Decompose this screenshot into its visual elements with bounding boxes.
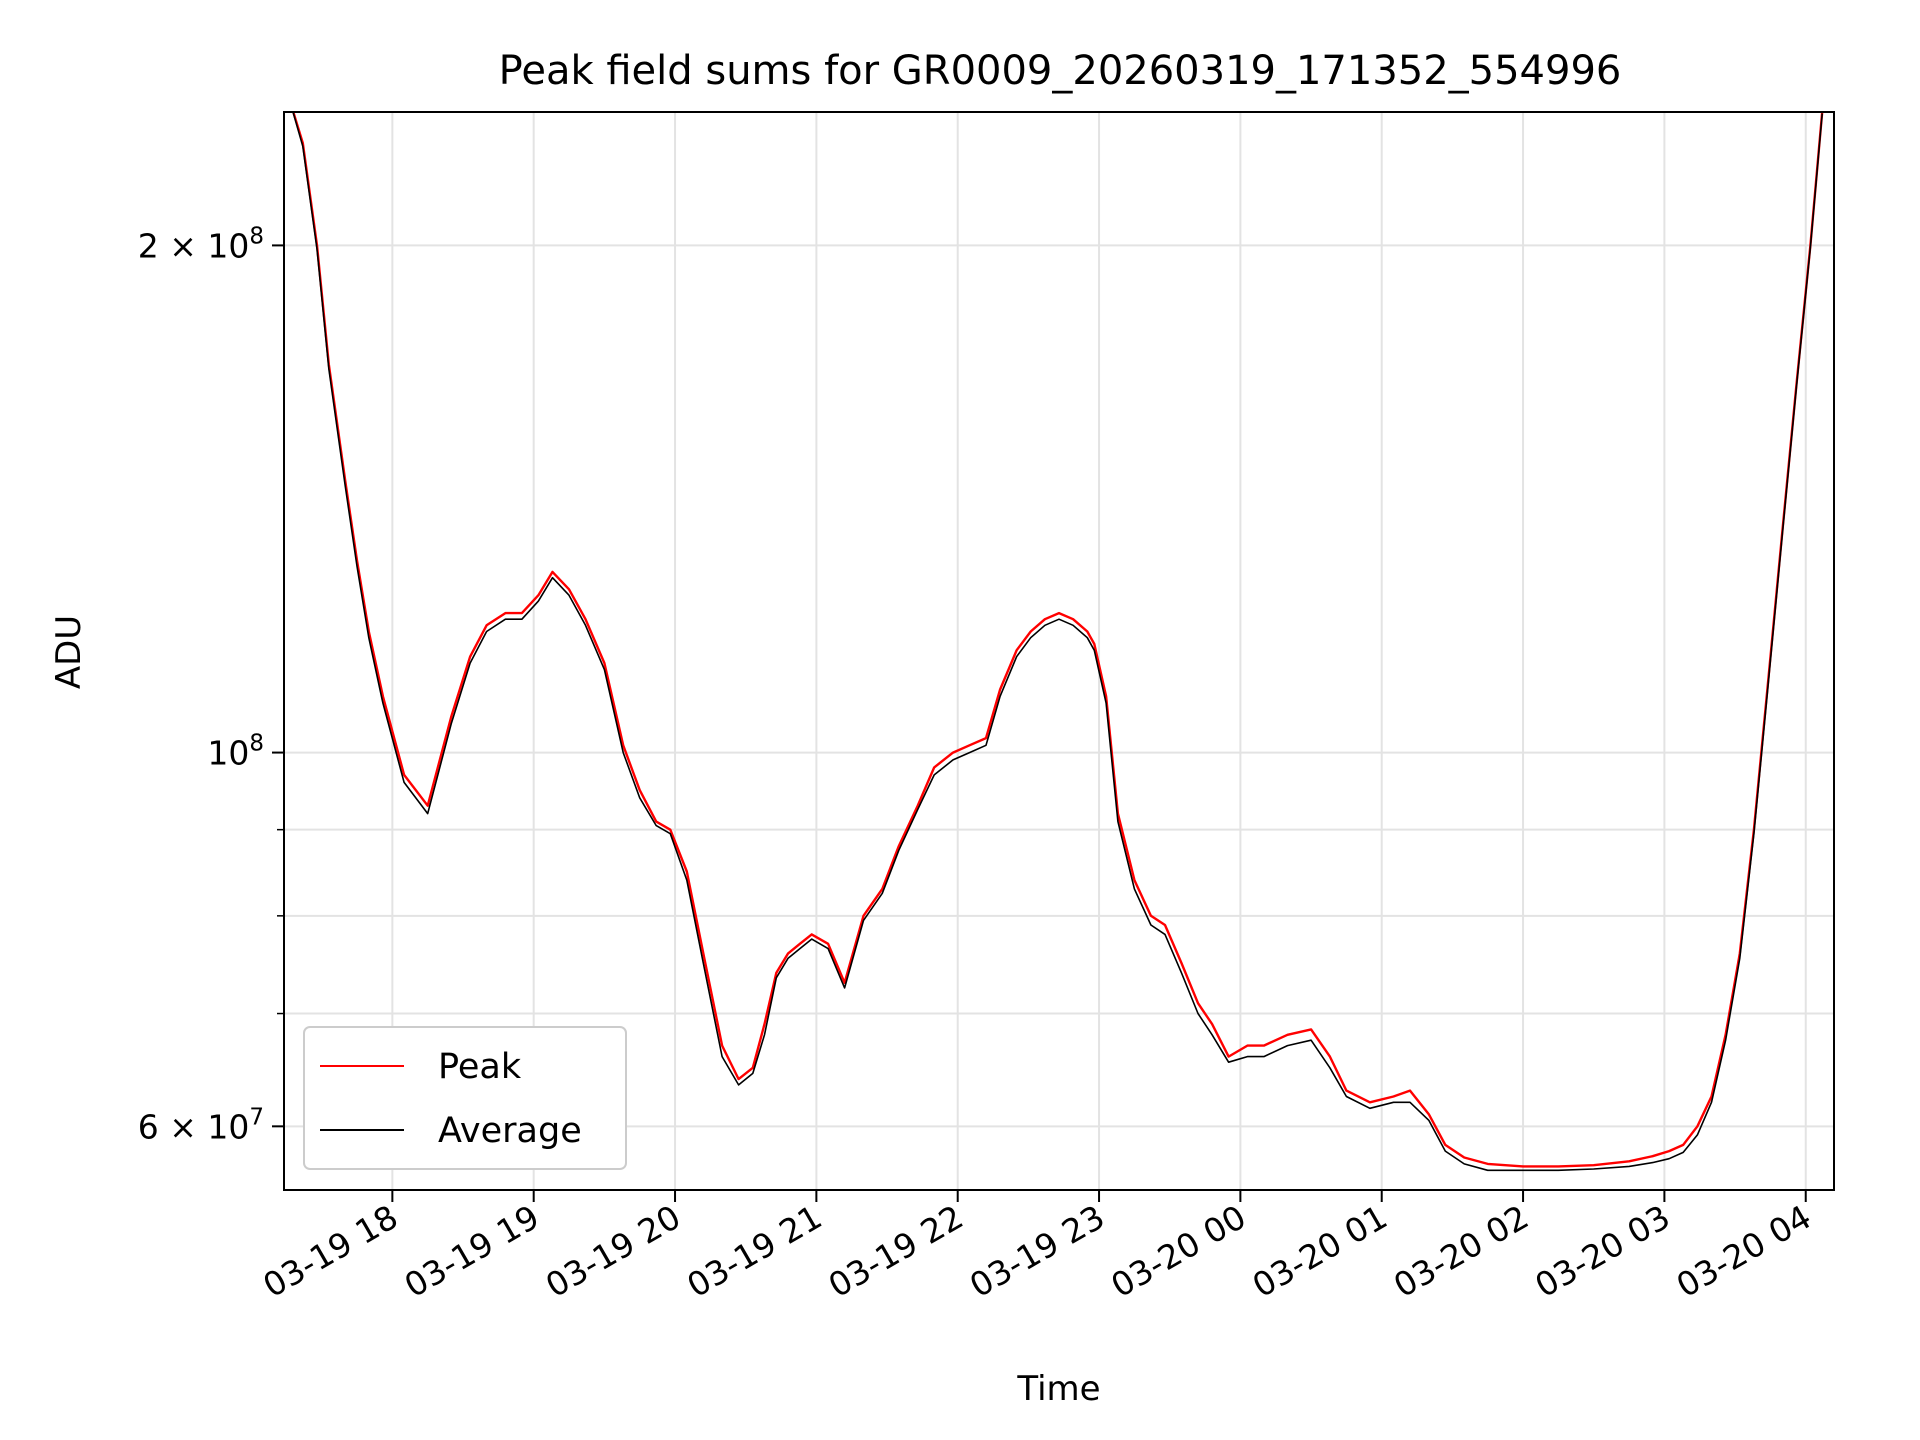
series-line-average — [292, 112, 1823, 1172]
grid — [391, 112, 1807, 1190]
y-grid — [284, 244, 1834, 1128]
chart-title: Peak field sums for GR0009_20260319_1713… — [499, 48, 1622, 94]
x-axis-label: Time — [1016, 1369, 1100, 1409]
y-tick-label: 6 × 107 — [138, 1104, 264, 1146]
y-axis: 6 × 107 108 2 × 108 — [138, 223, 284, 1146]
y-axis-label: ADU — [49, 615, 89, 689]
legend-label-average: Average — [438, 1111, 582, 1151]
series-group — [292, 112, 1824, 1172]
series-line-peak — [292, 112, 1824, 1168]
plot-frame — [283, 111, 1835, 1191]
legend-label-peak: Peak — [438, 1047, 522, 1087]
y-tick-label: 2 × 108 — [138, 223, 264, 265]
y-tick-label: 108 — [207, 731, 264, 773]
legend-box — [303, 1026, 627, 1170]
legend: Peak Average — [303, 1026, 627, 1170]
